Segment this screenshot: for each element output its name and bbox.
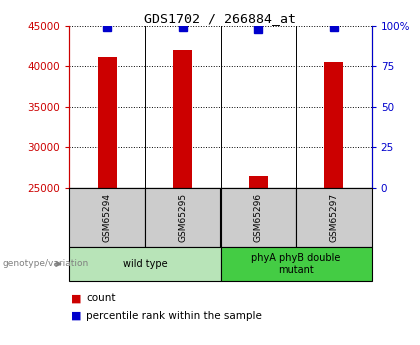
Text: GSM65297: GSM65297 — [329, 193, 339, 242]
Bar — [69, 188, 145, 247]
Bar — [97, 57, 116, 188]
Text: ■: ■ — [71, 311, 82, 321]
Text: GSM65295: GSM65295 — [178, 193, 187, 242]
Text: count: count — [86, 294, 116, 303]
Bar — [220, 188, 296, 247]
Text: percentile rank within the sample: percentile rank within the sample — [86, 311, 262, 321]
Text: phyA phyB double
mutant: phyA phyB double mutant — [252, 253, 341, 275]
Bar — [145, 188, 220, 247]
Bar — [69, 247, 220, 281]
Bar — [296, 188, 372, 247]
Bar — [220, 247, 372, 281]
Title: GDS1702 / 266884_at: GDS1702 / 266884_at — [144, 12, 297, 25]
Text: GSM65294: GSM65294 — [102, 193, 112, 242]
Text: ■: ■ — [71, 294, 82, 303]
Text: GSM65296: GSM65296 — [254, 193, 263, 242]
Bar — [173, 50, 192, 188]
Text: genotype/variation: genotype/variation — [2, 259, 88, 268]
Text: wild type: wild type — [123, 259, 167, 269]
Bar — [325, 61, 344, 188]
Bar — [249, 176, 268, 188]
